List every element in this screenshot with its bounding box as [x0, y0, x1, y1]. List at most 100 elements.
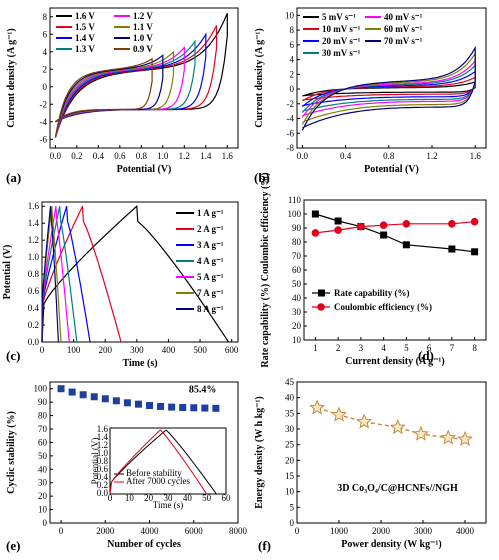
y-tick-label: 90 — [38, 397, 48, 407]
x-tick-label: 4 — [381, 343, 386, 353]
legend-entry: 4 A g⁻¹ — [176, 256, 224, 266]
x-tick-label: 0.4 — [93, 151, 105, 161]
inset-x-tick-label: 50 — [202, 493, 212, 503]
x-tick-label: 2 — [336, 343, 341, 353]
y-tick-label: 60 — [38, 437, 48, 447]
efficiency-point — [311, 229, 320, 237]
legend-label: 1.1 V — [133, 22, 153, 32]
x-tick-label: 200 — [98, 345, 112, 355]
x-tick-label: 3000 — [414, 526, 433, 536]
y-tick-label: 0.8 — [28, 269, 40, 279]
legend-entry: 1 A g⁻¹ — [176, 208, 224, 218]
y-tick-label: 110 — [288, 195, 302, 205]
y-tick-label: 70 — [38, 424, 48, 434]
y-tick-label: 15 — [285, 471, 295, 481]
y-tick-label: 1.6 — [28, 201, 40, 211]
y-tick-label: -2 — [287, 99, 295, 109]
x-tick-label: 0.8 — [136, 151, 148, 161]
y-tick-label: 1.0 — [28, 252, 40, 262]
x-axis-label: Potential (V) — [117, 164, 172, 175]
legend-label: 30 mV s⁻¹ — [322, 48, 361, 58]
y-tick-label: 10 — [285, 487, 295, 497]
y-tick-label: 80 — [38, 411, 48, 421]
stability-point — [123, 399, 131, 407]
panel-label: (c) — [6, 348, 20, 363]
x-tick-label: 1.6 — [470, 151, 482, 161]
stability-point — [146, 402, 154, 409]
y-tick-label: -8 — [287, 143, 295, 153]
cv-scan-curve — [301, 45, 476, 131]
panel-b-axes: 0.0 0.4 0.8 1.2 1.6 -8 -6 -4 -2 0 2 4 6 8 10 Potential … — [254, 7, 487, 185]
legend-label: 1 A g⁻¹ — [197, 208, 224, 218]
ragone-star-point — [356, 413, 373, 429]
inset-y-tick-label: 0.6 — [97, 464, 109, 474]
inset-x-axis-label: Time (s) — [153, 500, 183, 510]
ragone-star-point — [412, 425, 429, 441]
panel-c-axes: 0 100 200 300 400 500 600 0.0 0.2 0.4 0.6 0.8 1.0 1.2… — [2, 201, 239, 369]
rate-point — [471, 248, 479, 256]
stability-point — [212, 404, 220, 412]
inset-x-tick-label: 0 — [108, 493, 113, 503]
legend-label: 1.2 V — [133, 11, 153, 21]
stability-point — [57, 385, 65, 393]
legend-label: 1.5 V — [75, 22, 95, 32]
x-tick-label: 0 — [59, 526, 64, 536]
inset-y-axis-label: Potential (V) — [90, 438, 100, 485]
y-tick-label: 40 — [292, 293, 302, 303]
y-tick-label: 4 — [290, 55, 295, 65]
efficiency-point — [470, 217, 479, 226]
y-tick-label: 50 — [292, 279, 302, 289]
inset-x-tick-label: 60 — [222, 493, 232, 503]
x-tick-label: 1 — [313, 343, 318, 353]
inset-curve — [109, 429, 208, 495]
stability-point — [201, 404, 209, 412]
legend-label: Coulombic efficiency (%) — [334, 302, 432, 312]
y-tick-label: 0.4 — [28, 303, 40, 313]
y-axis-label: Current density (A g⁻¹) — [6, 28, 17, 127]
rate-point — [448, 245, 456, 253]
gcd-curve — [41, 206, 70, 343]
panel-e-frame — [49, 381, 239, 524]
x-axis-label: Potential (V) — [364, 164, 419, 175]
x-tick-label: 2000 — [96, 526, 115, 536]
y-tick-label: 0 — [290, 518, 295, 528]
legend-entry: 70 mV s⁻¹ — [365, 36, 423, 46]
legend-label: 4 A g⁻¹ — [197, 256, 224, 266]
x-tick-label: 400 — [162, 345, 176, 355]
y-tick-label: 100 — [288, 209, 302, 219]
cv-curve-0.9V — [54, 57, 153, 138]
y-axis-label: Energy density (W h kg⁻¹) — [254, 396, 265, 509]
x-tick-label: 3 — [359, 343, 364, 353]
legend-marker — [318, 289, 325, 297]
x-tick-label: 1.0 — [157, 151, 169, 161]
y-tick-label: 2 — [43, 64, 48, 74]
x-tick-label: 1.2 — [426, 151, 437, 161]
legend-marker — [317, 303, 325, 311]
y-tick-label: 45 — [285, 377, 295, 387]
inset-y-tick-label: 1.2 — [97, 440, 108, 450]
y-tick-label: 30 — [292, 307, 302, 317]
legend-entry: 2 A g⁻¹ — [176, 224, 224, 234]
x-tick-label: 1.2 — [179, 151, 190, 161]
legend-a: 1.6 V1.5 V1.4 V1.3 V 1.2 V1.1 V1.0 V0.9 V — [56, 11, 153, 54]
inset-frame — [109, 427, 227, 495]
legend-entry: 0.9 V — [114, 44, 153, 54]
legend-entry: 40 mV s⁻¹ — [365, 12, 423, 22]
x-tick-label: 0 — [40, 345, 45, 355]
y-tick-label: 0.2 — [28, 320, 39, 330]
y-tick-label: 60 — [292, 265, 302, 275]
panel-f-frame — [296, 381, 487, 524]
legend-entry: 1.3 V — [56, 44, 95, 54]
legend-label: 5 mV s⁻¹ — [322, 12, 356, 22]
y-tick-label: 20 — [292, 321, 302, 331]
x-tick-label: 5 — [404, 343, 409, 353]
stability-point — [134, 400, 142, 408]
legend-d: Rate capability (%) Coulombic efficiency … — [312, 288, 432, 312]
y-tick-label: 6 — [290, 40, 295, 50]
legend-entry: 1.2 V — [114, 11, 153, 21]
legend-entry: 7 A g⁻¹ — [176, 288, 224, 298]
panel-f-axes: 0 1000 2000 3000 4000 0 5 10 15 20 25 30 35 40 45 Power… — [254, 377, 487, 553]
x-tick-label: 2000 — [372, 526, 391, 536]
rate-point — [334, 217, 342, 225]
legend-label: 1.3 V — [75, 44, 95, 54]
